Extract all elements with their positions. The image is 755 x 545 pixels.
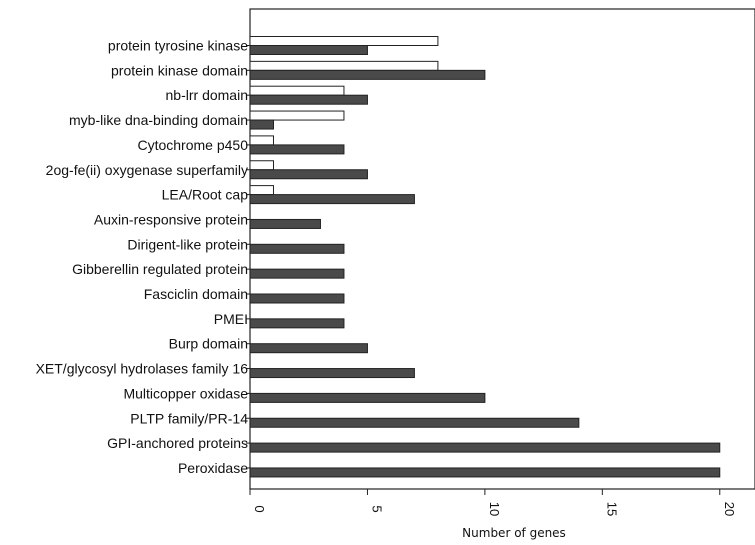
category-label: Gibberellin regulated protein <box>72 261 248 277</box>
bar-series-2 <box>249 169 368 180</box>
category-label: Dirigent-like protein <box>127 236 248 252</box>
category-labels: protein tyrosine kinase protein kinase do… <box>36 38 250 476</box>
bar-series-1 <box>249 36 439 46</box>
bar-series <box>249 36 721 478</box>
bar-series-2 <box>249 218 321 229</box>
category-label: Auxin-responsive protein <box>94 211 248 227</box>
x-tick-label: 15 <box>604 502 619 516</box>
bar-series-2 <box>249 293 345 304</box>
x-tick-label: 10 <box>487 502 502 516</box>
bar-series-1 <box>249 60 439 71</box>
bar-series-2 <box>249 318 345 329</box>
category-label: protein tyrosine kinase <box>108 38 248 54</box>
bar-series-2 <box>249 392 486 403</box>
category-label: Peroxidase <box>178 460 248 476</box>
category-label: GPI-anchored proteins <box>107 435 248 451</box>
bar-series-2 <box>249 94 368 105</box>
category-label: 2og-fe(ii) oxygenase superfamily <box>46 162 248 178</box>
bar-series-2 <box>249 243 345 254</box>
bar-series-2 <box>249 144 345 155</box>
category-label: XET/glycosyl hydrolases family 16 <box>36 361 249 377</box>
bar-series-2 <box>249 368 415 379</box>
x-tick-label: 20 <box>722 502 737 516</box>
bar-series-2 <box>249 119 274 130</box>
x-axis-ticks: 0 5 10 15 20 <box>249 489 737 516</box>
category-label: nb-lrr domain <box>166 87 248 103</box>
bar-series-1 <box>249 185 274 196</box>
category-label: myb-like dna-binding domain <box>69 112 248 128</box>
bar-series-2 <box>249 268 345 279</box>
bar-series-2 <box>249 194 415 205</box>
category-label: Cytochrome p450 <box>137 137 248 153</box>
category-label: Multicopper oxidase <box>123 385 248 401</box>
bar-series-1 <box>249 135 274 146</box>
bar-series-1 <box>249 160 274 171</box>
x-axis-title: Number of genes <box>462 526 566 540</box>
bar-series-2 <box>249 69 486 80</box>
bar-series-1 <box>249 110 345 121</box>
bar-series-2 <box>249 343 368 354</box>
category-label: PLTP family/PR-14 <box>130 410 248 426</box>
bar-series-2 <box>249 467 721 478</box>
bar-series-2 <box>249 417 580 428</box>
category-label: Burp domain <box>169 336 248 352</box>
category-label: LEA/Root cap <box>162 187 249 203</box>
bar-series-2 <box>249 45 368 55</box>
bar-series-1 <box>249 85 345 96</box>
category-label: protein kinase domain <box>111 62 248 78</box>
x-tick-label: 0 <box>252 505 267 512</box>
x-tick-label: 5 <box>369 505 384 512</box>
bar-series-2 <box>249 442 721 453</box>
category-label: Fasciclin domain <box>144 286 248 302</box>
category-label: PMEI <box>214 311 248 327</box>
